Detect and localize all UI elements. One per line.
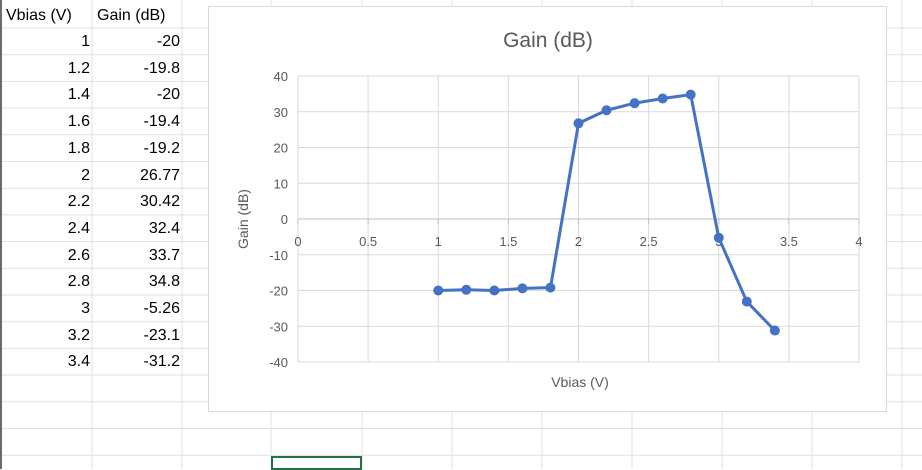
data-point xyxy=(741,296,752,307)
cell-vbias[interactable]: 1 xyxy=(81,33,90,50)
cell-gain[interactable]: 33.7 xyxy=(148,246,180,264)
cell-vbias[interactable]: 2.4 xyxy=(67,219,90,237)
header-gain[interactable]: Gain (dB) xyxy=(97,7,166,24)
selected-cell[interactable] xyxy=(271,456,362,470)
cell-vbias[interactable]: 1.2 xyxy=(67,59,90,77)
cell-gain[interactable]: 32.4 xyxy=(148,219,180,237)
cell-gain[interactable]: 34.8 xyxy=(148,273,180,291)
x-tick-label: 2.5 xyxy=(640,234,658,249)
cell-gain[interactable]: -19.2 xyxy=(143,139,180,157)
y-tick-label: 10 xyxy=(274,176,288,191)
data-point xyxy=(629,98,640,109)
cell-gain[interactable]: 30.42 xyxy=(139,193,180,211)
cell-gain[interactable]: -19.8 xyxy=(143,59,180,77)
cell-gain[interactable]: -20 xyxy=(156,86,180,104)
y-tick-label: -30 xyxy=(269,319,288,334)
x-tick-label: 1.5 xyxy=(499,234,517,249)
x-tick-label: 4 xyxy=(855,234,862,249)
x-tick-label: 0 xyxy=(294,234,301,249)
chart-area[interactable]: 403020100-10-20-30-4000.511.522.533.54Ga… xyxy=(208,6,887,412)
cell-gain[interactable]: 26.77 xyxy=(139,166,180,184)
x-tick-label: 2 xyxy=(575,234,582,249)
y-tick-label: 30 xyxy=(274,105,288,120)
cell-vbias[interactable]: 1.4 xyxy=(67,86,90,104)
cell-gain[interactable]: -23.1 xyxy=(143,326,180,344)
gain-chart: 403020100-10-20-30-4000.511.522.533.54Ga… xyxy=(235,29,863,390)
x-tick-label: 1 xyxy=(435,234,442,249)
data-point xyxy=(461,284,472,295)
x-tick-label: 3.5 xyxy=(780,234,798,249)
cell-vbias[interactable]: 2.8 xyxy=(67,273,90,291)
sheet-left-edge xyxy=(0,0,2,469)
data-point xyxy=(545,282,556,293)
cell-vbias[interactable]: 3 xyxy=(81,300,90,317)
cell-vbias[interactable]: 3.4 xyxy=(67,353,90,371)
y-tick-label: -10 xyxy=(269,248,288,263)
y-tick-label: 40 xyxy=(274,69,288,84)
cell-vbias[interactable]: 3.2 xyxy=(67,326,90,344)
chart-title: Gain (dB) xyxy=(503,29,593,52)
cell-vbias[interactable]: 2.6 xyxy=(67,246,90,264)
data-point xyxy=(573,118,584,129)
data-point xyxy=(769,325,780,336)
data-point xyxy=(601,105,612,116)
data-point xyxy=(657,93,668,104)
header-vbias[interactable]: Vbias (V) xyxy=(6,7,72,24)
cell-vbias[interactable]: 2.2 xyxy=(67,193,90,211)
data-point xyxy=(433,285,444,296)
x-axis-label: Vbias (V) xyxy=(551,374,609,390)
y-tick-label: -20 xyxy=(269,284,288,299)
cell-gain[interactable]: -19.4 xyxy=(143,113,180,131)
series-line xyxy=(438,93,776,332)
cell-vbias[interactable]: 2 xyxy=(81,166,90,184)
data-point xyxy=(489,285,500,296)
data-point xyxy=(685,89,696,100)
cell-vbias[interactable]: 1.6 xyxy=(67,113,90,131)
y-axis-label: Gain (dB) xyxy=(235,189,251,249)
cell-gain[interactable]: -5.26 xyxy=(143,300,180,317)
data-point xyxy=(517,283,528,294)
y-tick-label: -40 xyxy=(269,355,288,370)
y-tick-label: 20 xyxy=(274,141,288,156)
x-tick-label: 0.5 xyxy=(359,234,377,249)
cell-vbias[interactable]: 1.8 xyxy=(67,139,90,157)
y-tick-label: 0 xyxy=(281,212,288,227)
data-point xyxy=(713,232,724,243)
cell-gain[interactable]: -20 xyxy=(156,33,180,50)
cell-gain[interactable]: -31.2 xyxy=(143,353,180,371)
